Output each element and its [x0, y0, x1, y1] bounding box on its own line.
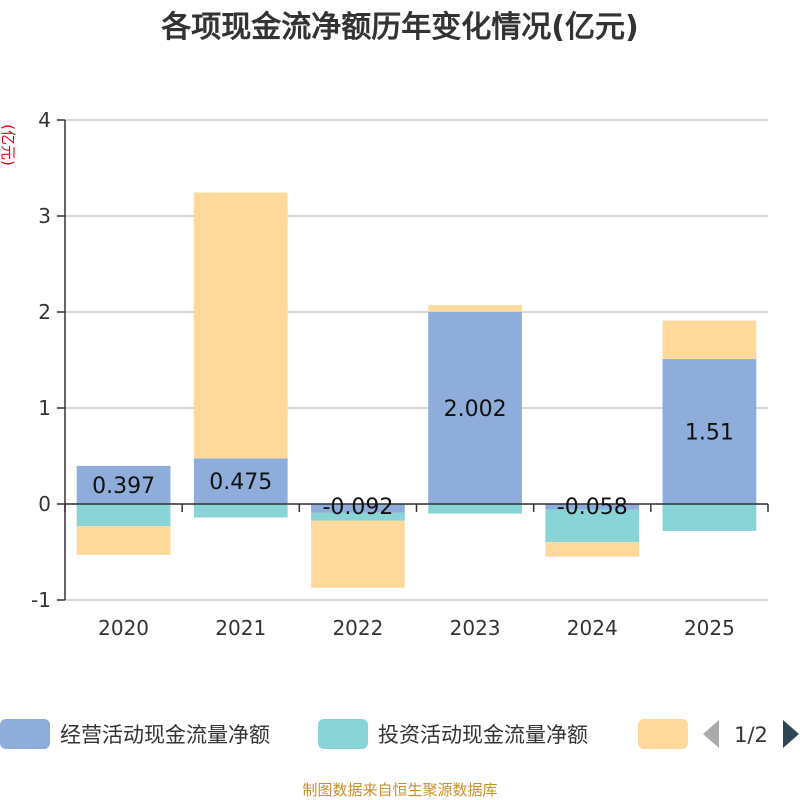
- legend-label[interactable]: 投资活动现金流量净额: [378, 723, 588, 747]
- bar-segment: [428, 305, 522, 312]
- legend-page-indicator: 1/2: [734, 723, 768, 747]
- source-note: 制图数据来自恒生聚源数据库: [302, 781, 497, 799]
- legend-next-icon[interactable]: [783, 720, 799, 748]
- legend-label[interactable]: 经营活动现金流量净额: [60, 723, 270, 747]
- data-label: 0.397: [92, 474, 155, 499]
- data-label: -0.092: [322, 495, 393, 520]
- data-label: 2.002: [444, 397, 507, 422]
- x-tick-label: 2023: [450, 616, 501, 640]
- y-tick-label: 0: [38, 492, 51, 516]
- x-tick-label: 2022: [332, 616, 383, 640]
- legend-swatch[interactable]: [318, 719, 368, 749]
- bar-segment: [76, 526, 171, 555]
- bar-segment: [76, 465, 171, 504]
- bar-segment: [545, 542, 640, 557]
- bar-segment: [193, 504, 288, 518]
- axes: -1 0 1 2 3 4 2020 2021 2022 2023 2024 2025: [31, 108, 769, 640]
- x-tick-label: 2024: [567, 616, 618, 640]
- bar-segment: [193, 458, 288, 504]
- bar-segment: [311, 512, 405, 521]
- bar-segment: [428, 311, 522, 504]
- bar-segment: [311, 520, 405, 588]
- bar-segment: [662, 320, 757, 360]
- bar-segment: [193, 192, 288, 459]
- y-tick-label: 3: [38, 204, 51, 228]
- x-tick-label: 2025: [684, 616, 735, 640]
- chart-title: 各项现金流净额历年变化情况(亿元): [160, 10, 638, 45]
- x-tick-label: 2020: [98, 616, 149, 640]
- bar-segment: [662, 504, 757, 531]
- legend-swatch[interactable]: [638, 719, 688, 749]
- bar-segment: [76, 504, 171, 527]
- y-axis-label: (亿元): [0, 124, 17, 166]
- y-tick-label: 4: [38, 108, 51, 132]
- bar-segment: [311, 504, 405, 513]
- bar-segment: [662, 359, 757, 504]
- x-tick-label: 2021: [215, 616, 266, 640]
- legend-prev-icon[interactable]: [703, 720, 719, 748]
- bar-segment: [545, 509, 640, 543]
- bar-segment: [545, 504, 640, 510]
- bar-segment: [428, 504, 522, 514]
- y-tick-label: 1: [38, 396, 51, 420]
- legend: 经营活动现金流量净额 投资活动现金流量净额 1/2: [0, 719, 799, 749]
- data-label: 0.475: [209, 470, 272, 495]
- legend-swatch[interactable]: [0, 719, 50, 749]
- bars: [76, 192, 757, 588]
- y-tick-label: -1: [31, 588, 51, 612]
- y-tick-label: 2: [38, 300, 51, 324]
- data-label: 1.51: [685, 421, 734, 446]
- data-label: -0.058: [557, 495, 628, 520]
- data-labels: 0.397 0.475 -0.092 2.002 -0.058 1.51: [92, 397, 734, 520]
